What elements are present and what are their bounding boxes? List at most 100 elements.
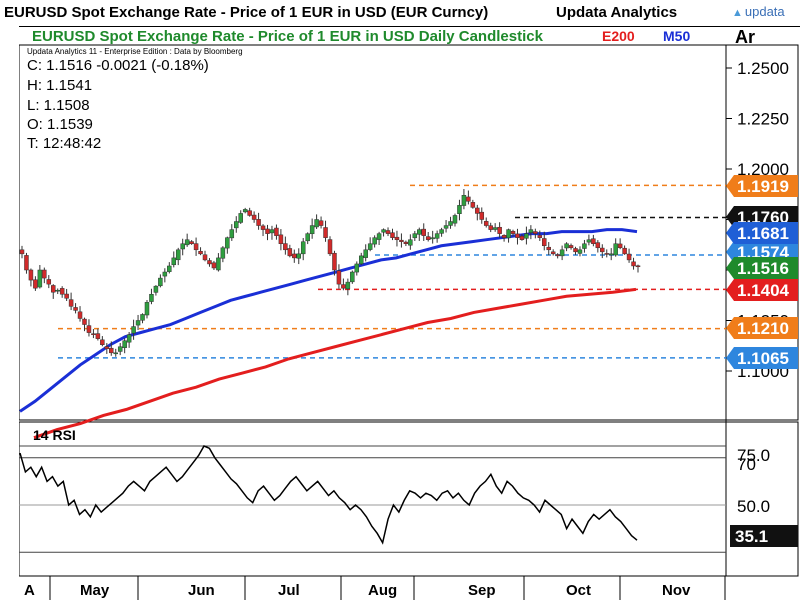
top-bar: EURUSD Spot Exchange Rate - Price of 1 E… [0, 0, 800, 27]
ohlc-time: T: 12:48:42 [27, 135, 101, 152]
candle-body [59, 288, 65, 295]
candle-body [95, 333, 101, 339]
candle-body [604, 253, 610, 255]
legend-e200[interactable]: E200 [602, 28, 635, 44]
candle-body [82, 318, 87, 325]
candle-body [408, 239, 413, 246]
candle-body [207, 260, 212, 265]
level-1210-badge-bg [726, 317, 798, 339]
level-1681-badge[interactable]: 1.1681 [726, 222, 798, 244]
level-1065-badge[interactable]: 1.1065 [726, 347, 798, 369]
candle-body [126, 334, 132, 343]
candle-body [385, 230, 391, 234]
candle-body [466, 196, 471, 202]
candle-body [403, 241, 409, 244]
candle-body [372, 237, 377, 245]
candle-body [144, 302, 150, 316]
candle-body [131, 326, 136, 334]
candle-body [595, 242, 601, 249]
candle-body [524, 233, 529, 239]
level-1065-badge-bg [726, 347, 798, 369]
candle-body [238, 213, 243, 223]
rsi-tick-label: 75.0 [737, 446, 770, 465]
candle-body [314, 219, 319, 228]
rsi-line[interactable] [19, 445, 638, 545]
level-1404-badge-label: 1.1404 [737, 281, 790, 300]
candle-body [37, 269, 43, 288]
candle-body [501, 235, 507, 238]
candle-body [434, 233, 440, 239]
candle-body [461, 195, 467, 206]
candle-body [117, 346, 123, 352]
candle-body [483, 221, 489, 226]
level-1210-badge[interactable]: 1.1210 [726, 317, 798, 339]
candle-body [162, 271, 168, 277]
candle-body [269, 229, 275, 234]
candle-body [608, 253, 614, 256]
x-tick-label: Jun [188, 582, 215, 599]
level-1516-badge-label: 1.1516 [737, 259, 789, 278]
candle-body [515, 233, 520, 238]
source-note: Updata Analytics 11 - Enterprise Edition… [27, 47, 243, 56]
level-1404-badge[interactable]: 1.1404 [726, 279, 798, 301]
e200-line[interactable] [33, 287, 637, 440]
left-margin [0, 26, 19, 600]
updata-logo: ▲ updata [732, 4, 785, 19]
x-tick-label: Aug [368, 582, 397, 599]
candle-body [135, 320, 141, 326]
candle-body [452, 215, 458, 224]
level-1681-badge-label: 1.1681 [737, 224, 789, 243]
candle-body [336, 270, 342, 285]
candle-body [533, 231, 538, 234]
rsi-tick-label: 70 [737, 455, 756, 474]
level-1404-badge-bg [726, 279, 798, 301]
price-tick-label: 1.2000 [737, 160, 789, 179]
candle-body [341, 284, 346, 289]
ohlc-high: H: 1.1541 [27, 77, 92, 94]
candle-body [443, 225, 449, 229]
candles [19, 189, 641, 357]
candle-body [318, 220, 324, 226]
candle-body [33, 279, 38, 289]
level-1681-badge-bg [726, 222, 798, 244]
candle-body [77, 311, 83, 319]
candle-body [488, 225, 493, 230]
candle-body [381, 229, 386, 233]
x-tick-label: May [80, 582, 110, 599]
candle-body [542, 238, 547, 247]
candle-body [412, 233, 418, 239]
candle-body [256, 219, 261, 226]
level-1919-badge[interactable]: 1.1919 [726, 175, 798, 197]
candle-body [46, 279, 52, 285]
price-tick-label: 1.2250 [737, 110, 789, 129]
candle-body [278, 234, 284, 244]
candle-body [153, 285, 159, 293]
candle-body [211, 262, 217, 269]
candle-body [251, 214, 257, 220]
level-1516-badge[interactable]: 1.1516 [726, 257, 798, 279]
candle-body [28, 269, 34, 281]
candle-body [73, 307, 78, 311]
candle-body [305, 233, 310, 242]
chart-subtitle: EURUSD Spot Exchange Rate - Price of 1 E… [32, 28, 544, 45]
candle-body [394, 236, 400, 240]
candle-body [122, 340, 127, 348]
candle-body [175, 249, 181, 261]
candle-body [229, 229, 235, 239]
candle-body [613, 243, 618, 256]
legend-m50[interactable]: M50 [663, 28, 690, 44]
candle-body [376, 233, 382, 240]
candle-body [363, 249, 368, 258]
candle-body [568, 245, 574, 249]
candle-body [457, 205, 462, 215]
candle-body [586, 239, 592, 243]
candle-body [55, 289, 60, 292]
candle-body [180, 243, 185, 250]
candle-body [64, 293, 69, 299]
candle-body [358, 255, 364, 265]
candle-body [421, 228, 426, 236]
vendor-name: Updata Analytics [556, 4, 678, 21]
candle-body [555, 254, 560, 257]
candle-body [292, 253, 297, 259]
